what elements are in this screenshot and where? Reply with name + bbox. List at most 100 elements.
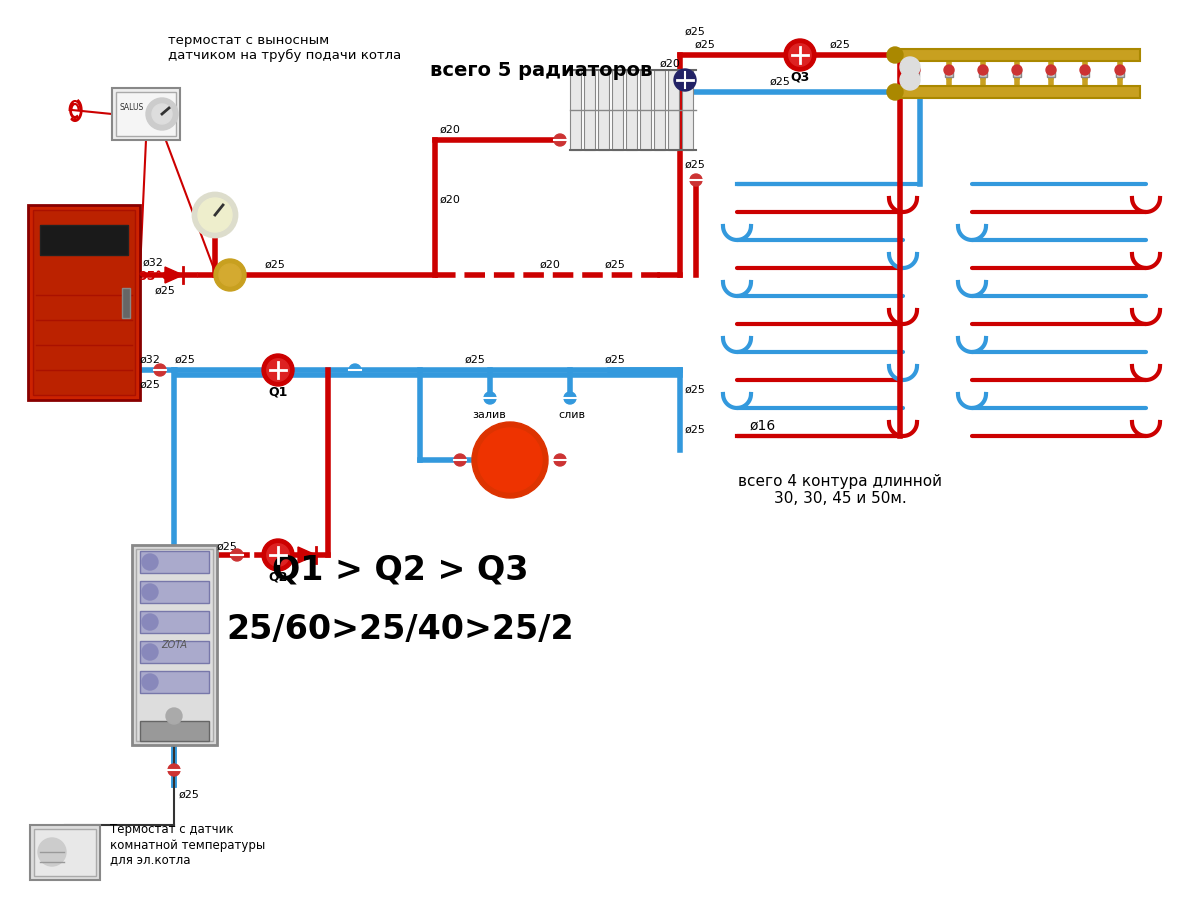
Circle shape — [1115, 65, 1125, 75]
Bar — [140, 671, 209, 693]
Text: ø25: ø25 — [265, 260, 285, 270]
Text: ø32: ø32 — [143, 258, 164, 268]
Circle shape — [141, 674, 158, 690]
Circle shape — [168, 764, 180, 776]
Bar — [140, 721, 209, 741]
Text: ø25: ø25 — [685, 385, 706, 395]
Text: 25/60>25/40>25/2: 25/60>25/40>25/2 — [227, 614, 574, 646]
Circle shape — [784, 39, 817, 71]
Bar — [140, 551, 209, 573]
Text: ø20: ø20 — [440, 125, 460, 135]
Text: ø25: ø25 — [770, 77, 791, 87]
Bar — [40, 225, 128, 255]
Circle shape — [1080, 65, 1090, 75]
Text: всего 5 радиаторов: всего 5 радиаторов — [430, 60, 652, 79]
Circle shape — [978, 65, 988, 75]
Circle shape — [267, 359, 289, 382]
Circle shape — [165, 708, 182, 724]
Bar — [945, 69, 953, 77]
Circle shape — [198, 198, 231, 232]
Circle shape — [153, 364, 165, 376]
Text: ø16: ø16 — [751, 419, 776, 433]
Bar — [122, 288, 129, 318]
Bar — [135, 549, 213, 741]
Circle shape — [472, 422, 548, 498]
Text: Q3: Q3 — [790, 70, 809, 84]
Bar — [1047, 69, 1055, 77]
Circle shape — [141, 614, 158, 630]
Text: ø25: ø25 — [155, 286, 176, 296]
Circle shape — [193, 193, 237, 237]
Text: ø25: ø25 — [175, 355, 195, 365]
Circle shape — [900, 70, 920, 90]
Bar — [112, 88, 180, 140]
Text: ø20: ø20 — [540, 260, 561, 270]
Bar — [653, 70, 665, 150]
Circle shape — [944, 65, 954, 75]
Text: залив: залив — [472, 410, 506, 420]
Text: ø25: ø25 — [685, 27, 706, 37]
Circle shape — [263, 539, 294, 571]
Text: всего 4 контура длинной
30, 30, 45 и 50м.: всего 4 контура длинной 30, 30, 45 и 50м… — [739, 473, 942, 506]
Text: ø25: ø25 — [179, 790, 200, 800]
Circle shape — [887, 47, 903, 63]
Bar — [570, 70, 582, 150]
Bar — [140, 581, 209, 603]
Circle shape — [554, 454, 566, 466]
Circle shape — [554, 134, 566, 146]
Circle shape — [267, 544, 289, 566]
Circle shape — [349, 364, 361, 376]
Text: ø32: ø32 — [140, 355, 161, 365]
Circle shape — [887, 84, 903, 100]
Bar — [1081, 69, 1089, 77]
Circle shape — [141, 554, 158, 570]
Text: ø25: ø25 — [685, 425, 706, 435]
Circle shape — [146, 98, 177, 130]
Text: ø20: ø20 — [659, 59, 681, 69]
Text: ø25: ø25 — [605, 260, 626, 270]
Bar — [626, 70, 637, 150]
Bar — [980, 69, 987, 77]
Text: SALUS: SALUS — [120, 103, 144, 112]
Bar — [1116, 69, 1123, 77]
Text: Q2: Q2 — [269, 571, 288, 583]
Text: 95°C: 95°C — [138, 271, 171, 284]
Bar — [584, 70, 595, 150]
Text: ø25: ø25 — [830, 40, 851, 50]
Circle shape — [213, 259, 246, 291]
Text: термостат с выносным
датчиком на трубу подачи котла: термостат с выносным датчиком на трубу п… — [168, 34, 402, 62]
Polygon shape — [299, 547, 317, 563]
Text: слив: слив — [558, 410, 585, 420]
Bar — [894, 49, 1140, 61]
Circle shape — [484, 392, 496, 404]
Circle shape — [231, 549, 243, 561]
Text: ø25: ø25 — [605, 355, 626, 365]
Text: Термостат с датчик
комнатной температуры
для эл.котла: Термостат с датчик комнатной температуры… — [110, 824, 265, 867]
Bar — [682, 70, 693, 150]
Circle shape — [454, 454, 466, 466]
Bar — [640, 70, 651, 150]
Circle shape — [564, 392, 576, 404]
Text: ø25: ø25 — [465, 355, 486, 365]
Circle shape — [674, 69, 695, 91]
Text: Q1: Q1 — [269, 385, 288, 399]
Bar — [598, 70, 609, 150]
Circle shape — [478, 428, 542, 492]
Bar — [34, 210, 135, 395]
Bar — [668, 70, 679, 150]
Circle shape — [910, 65, 920, 75]
Circle shape — [141, 584, 158, 600]
Circle shape — [263, 354, 294, 386]
Text: ø25: ø25 — [695, 40, 716, 50]
Bar — [140, 641, 209, 663]
Circle shape — [219, 264, 241, 286]
Circle shape — [1012, 65, 1022, 75]
Bar — [611, 70, 623, 150]
Circle shape — [141, 644, 158, 660]
Text: ø25: ø25 — [685, 160, 706, 170]
Circle shape — [900, 57, 920, 77]
Bar — [34, 829, 96, 876]
Text: ZOTA: ZOTA — [161, 640, 187, 650]
Polygon shape — [165, 267, 183, 283]
Circle shape — [789, 44, 812, 67]
